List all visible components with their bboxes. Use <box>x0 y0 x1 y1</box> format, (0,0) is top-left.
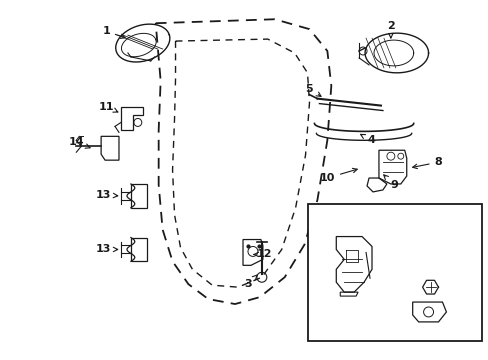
Text: 13: 13 <box>95 244 118 255</box>
Text: 6: 6 <box>317 312 331 336</box>
Text: 5: 5 <box>305 84 321 96</box>
Text: 13: 13 <box>95 190 118 200</box>
Text: 1: 1 <box>102 26 125 39</box>
Text: 8: 8 <box>412 157 442 168</box>
Bar <box>307 204 481 341</box>
Text: 2: 2 <box>386 21 394 38</box>
Text: 7: 7 <box>436 293 449 304</box>
Text: 14: 14 <box>68 137 90 148</box>
Text: 10: 10 <box>319 168 357 183</box>
Text: 12: 12 <box>253 249 272 260</box>
Text: 11: 11 <box>98 102 118 112</box>
Text: 4: 4 <box>360 134 374 145</box>
Text: 3: 3 <box>244 275 257 289</box>
Text: 9: 9 <box>383 175 397 190</box>
